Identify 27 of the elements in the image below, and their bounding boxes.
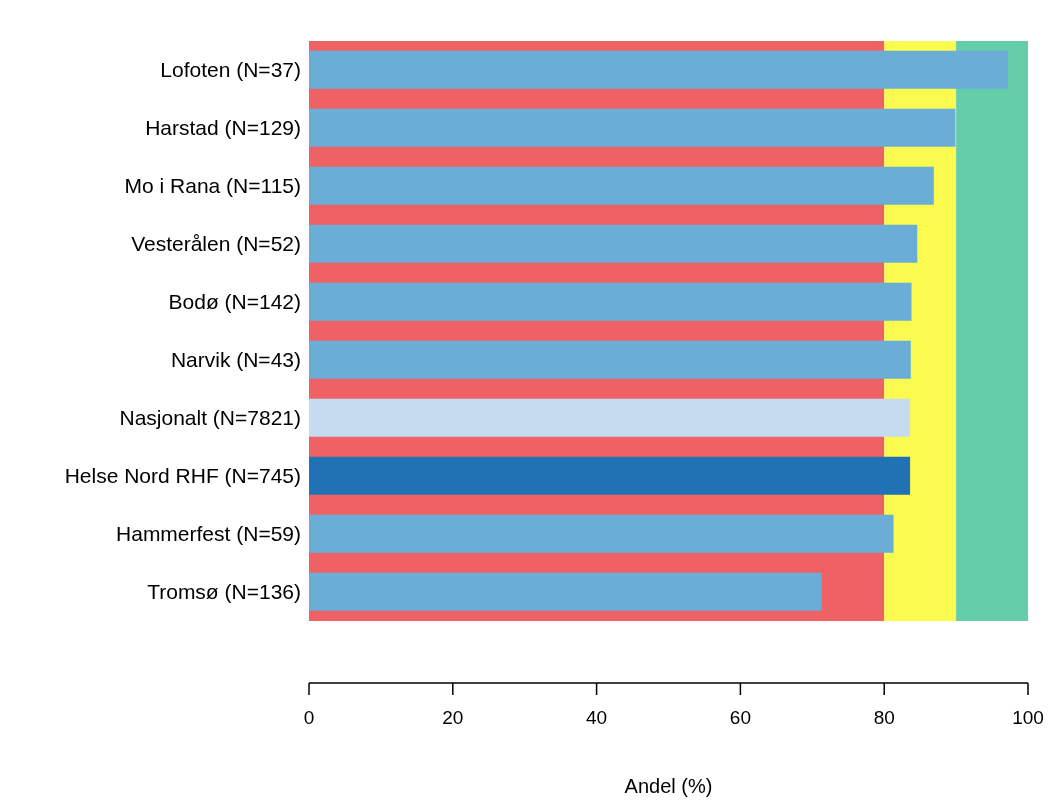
y-tick-label: Nasjonalt (N=7821) [119, 406, 301, 430]
x-tick-label: 0 [303, 707, 315, 729]
y-tick-label: Bodø (N=142) [168, 290, 301, 314]
y-tick-label: Vesterålen (N=52) [131, 232, 301, 256]
x-tick-label: 80 [873, 707, 895, 729]
bar [309, 514, 894, 553]
bar [309, 166, 934, 205]
x-tick-label: 20 [442, 707, 464, 729]
bar [309, 398, 911, 437]
bar [309, 340, 911, 379]
y-tick-label: Lofoten (N=37) [160, 58, 301, 82]
bar [309, 572, 822, 611]
x-axis-title: Andel (%) [624, 775, 713, 797]
y-tick-label: Harstad (N=129) [145, 116, 301, 140]
x-tick-label: 40 [586, 707, 608, 729]
y-tick-label: Narvik (N=43) [170, 348, 301, 372]
bar [309, 456, 911, 495]
x-tick-label: 60 [729, 707, 751, 729]
bar [309, 224, 918, 263]
y-tick-label: Hammerfest (N=59) [116, 522, 301, 546]
y-tick-label: Helse Nord RHF (N=745) [64, 464, 301, 488]
y-tick-label: Mo i Rana (N=115) [124, 174, 301, 198]
x-tick-label: 100 [1012, 707, 1044, 729]
bar [309, 108, 956, 147]
y-tick-label: Tromsø (N=136) [147, 580, 301, 604]
bar [309, 50, 1008, 89]
bar [309, 282, 912, 321]
